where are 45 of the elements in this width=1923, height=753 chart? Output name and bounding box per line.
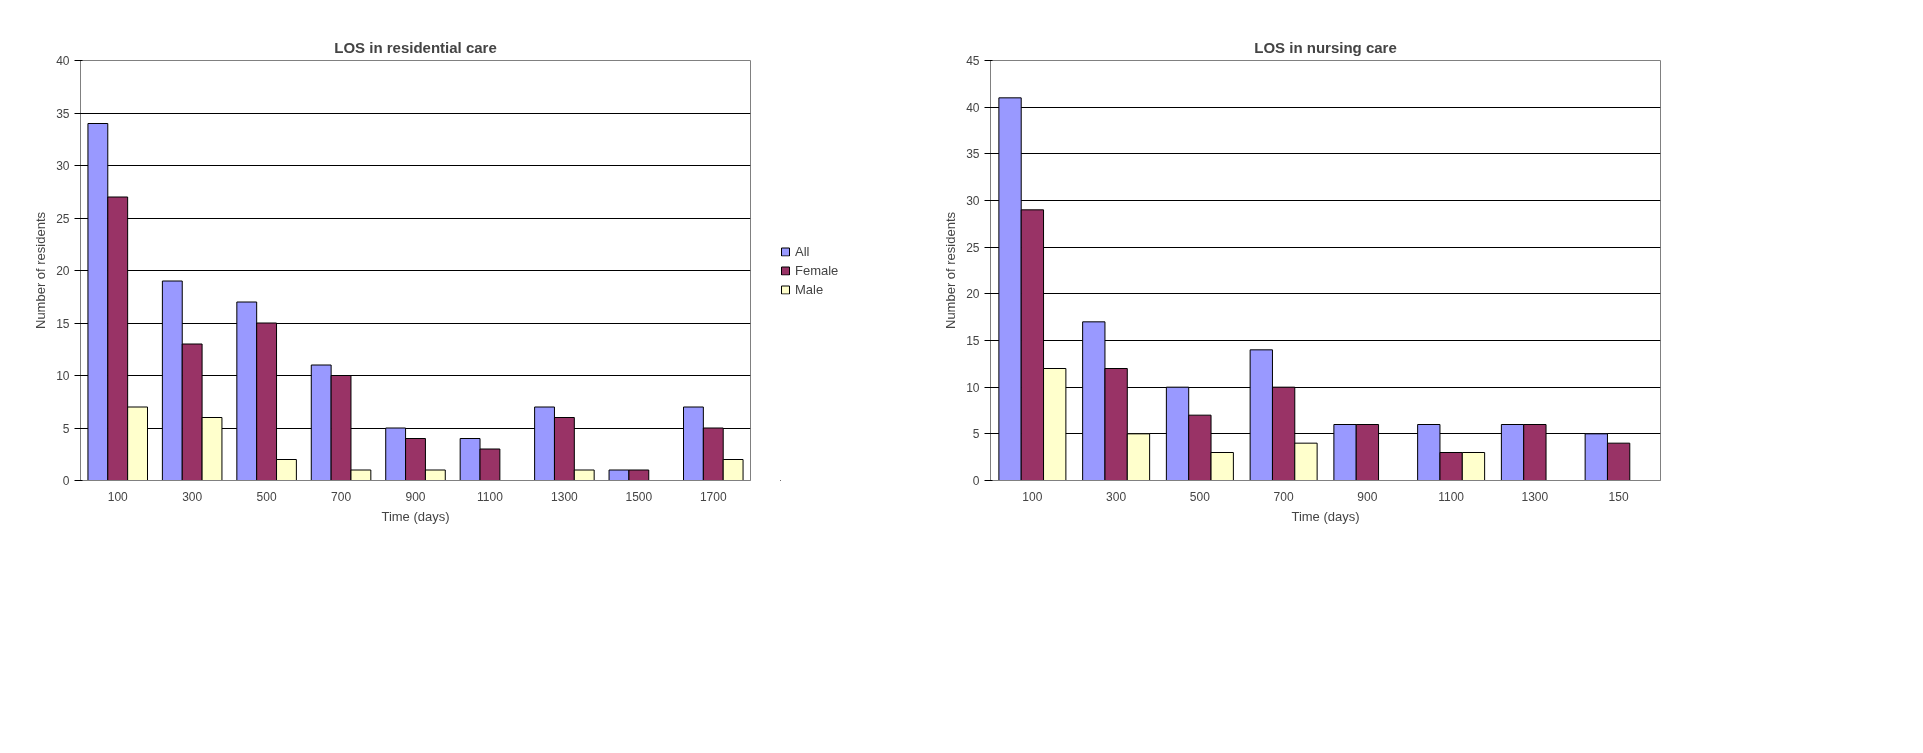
y-tick-label: 30 bbox=[966, 194, 980, 208]
y-tick-label: 10 bbox=[56, 369, 70, 383]
legend-label: All bbox=[795, 243, 811, 259]
y-tick-label: 0 bbox=[62, 474, 70, 488]
x-tick-label: 700 bbox=[331, 489, 352, 504]
x-tick-label: 100 bbox=[107, 489, 129, 504]
x-tick-label: 1300 bbox=[551, 489, 579, 504]
y-tick-label: 30 bbox=[56, 159, 70, 173]
y-tick-label: 35 bbox=[56, 106, 70, 121]
x-tick-label: 1100 bbox=[1438, 489, 1465, 504]
y-tick-label: 0 bbox=[972, 474, 980, 488]
chart-title: LOS in residential care bbox=[334, 38, 497, 56]
y-tick-label: 40 bbox=[56, 54, 70, 68]
x-axis-title: Time (days) bbox=[381, 508, 450, 524]
x-tick-label: 1500 bbox=[625, 489, 653, 504]
y-tick-label: 20 bbox=[56, 264, 70, 278]
x-tick-label: 900 bbox=[1357, 489, 1378, 504]
chart-title: LOS in nursing care bbox=[1254, 38, 1397, 56]
y-tick-label: 35 bbox=[966, 147, 980, 162]
y-tick-label: 5 bbox=[972, 427, 980, 442]
x-tick-label: 300 bbox=[1106, 489, 1127, 504]
y-tick-label: 15 bbox=[56, 316, 70, 331]
y-tick-label: 10 bbox=[966, 380, 980, 395]
x-tick-label: 500 bbox=[1189, 489, 1211, 504]
x-tick-label: 1100 bbox=[477, 489, 504, 504]
y-tick-label: 40 bbox=[966, 100, 980, 115]
y-axis-title: Number of residents bbox=[943, 211, 959, 330]
x-tick-label: 700 bbox=[1273, 489, 1294, 504]
x-tick-label: 150 bbox=[1608, 489, 1629, 504]
legend-label: Female bbox=[795, 262, 839, 278]
y-tick-label: 5 bbox=[62, 421, 70, 436]
y-axis-title: Number of residents bbox=[33, 211, 49, 330]
y-tick-label: 15 bbox=[966, 334, 980, 348]
y-tick-label: 25 bbox=[966, 240, 980, 255]
x-tick-label: 100 bbox=[1022, 489, 1043, 504]
y-tick-label: 45 bbox=[966, 54, 980, 68]
y-tick-label: 20 bbox=[966, 287, 980, 302]
x-tick-label: 900 bbox=[405, 489, 426, 504]
x-axis-title: Time (days) bbox=[1291, 508, 1360, 524]
x-tick-label: 1700 bbox=[699, 489, 727, 504]
x-tick-label: 500 bbox=[256, 489, 277, 504]
x-tick-label: 1300 bbox=[1521, 489, 1549, 504]
x-tick-label: 300 bbox=[182, 489, 203, 504]
legend-label: Male bbox=[795, 281, 824, 297]
y-tick-label: 25 bbox=[56, 211, 70, 226]
